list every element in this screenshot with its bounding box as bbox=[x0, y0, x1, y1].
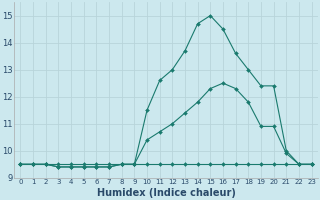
X-axis label: Humidex (Indice chaleur): Humidex (Indice chaleur) bbox=[97, 188, 236, 198]
